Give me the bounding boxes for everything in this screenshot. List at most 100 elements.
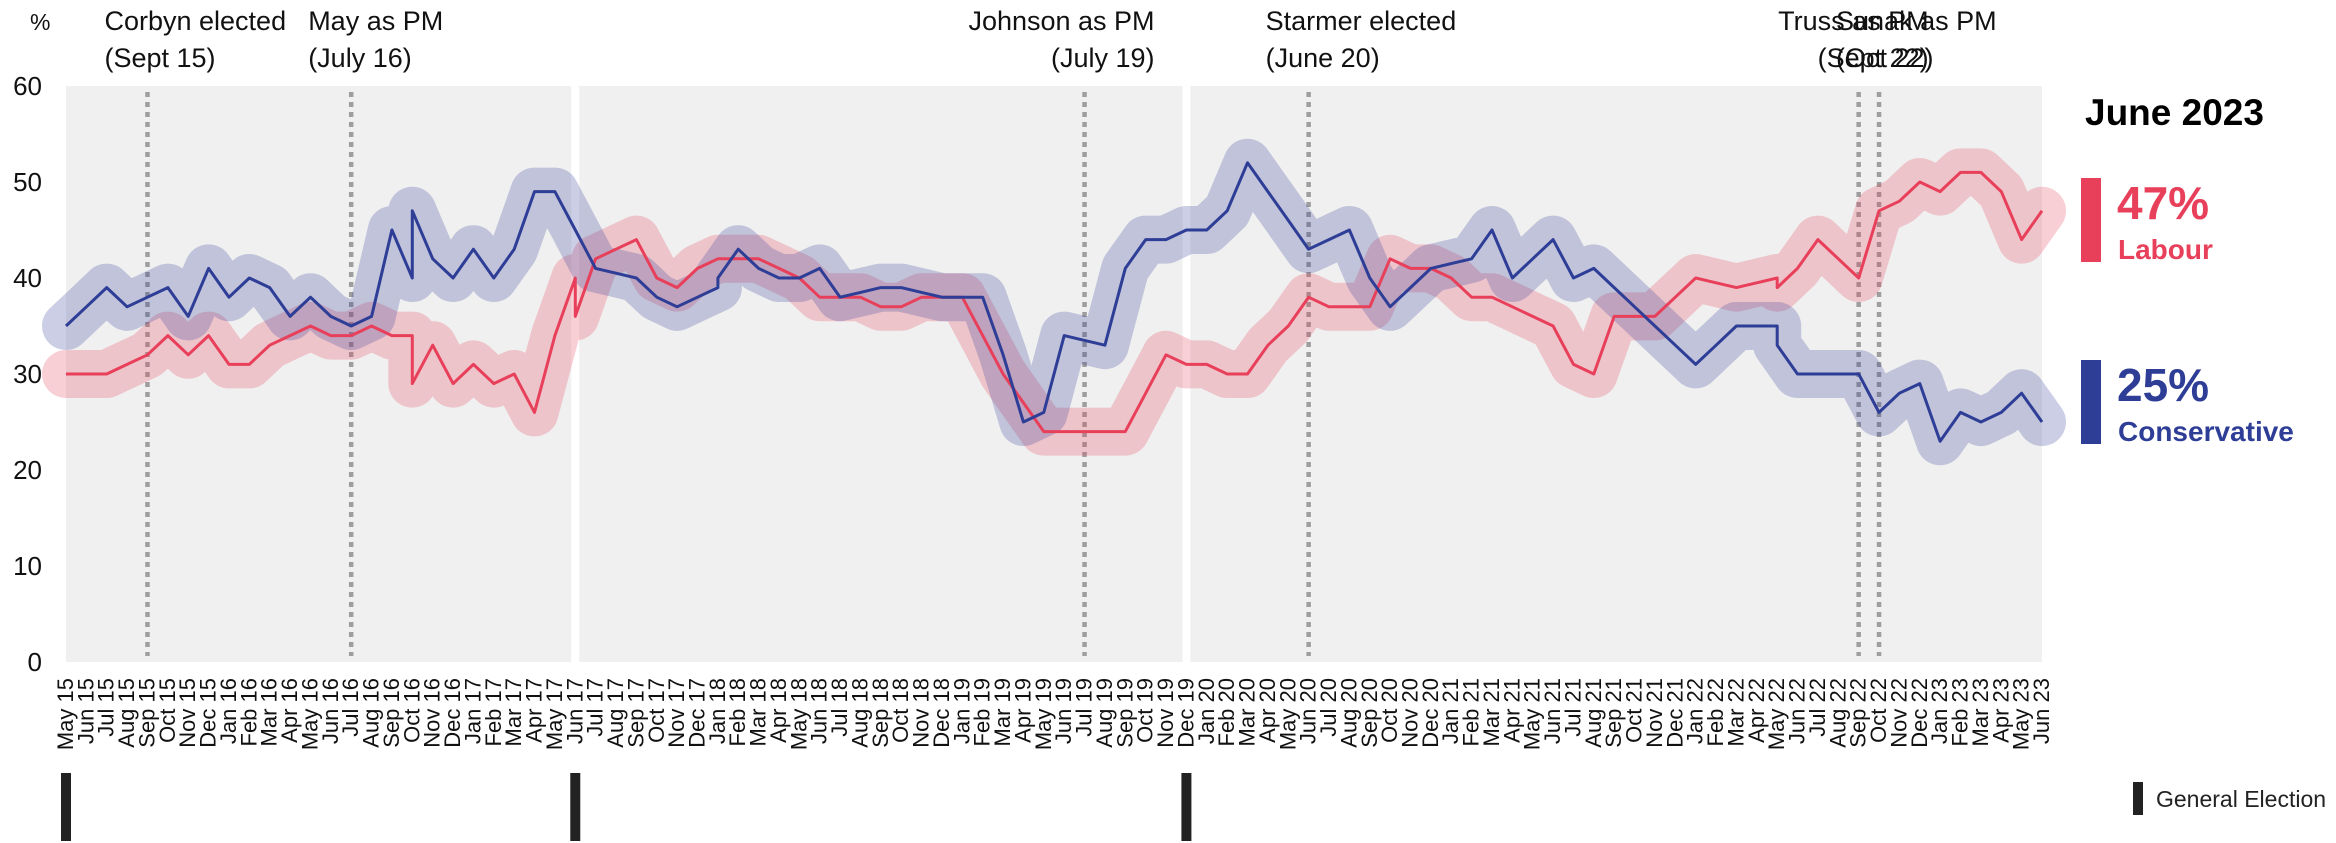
series-line [64,161,2044,443]
x-tick-label: Dec 16 [440,678,465,748]
x-tick-label: Sep 16 [379,678,404,748]
x-tick-label: Oct 22 [1866,678,1891,743]
x-tick-label: Jan 19 [949,678,974,744]
x-tick-label: Sep 21 [1601,678,1626,748]
x-tick-label: Jan 21 [1438,678,1463,744]
x-tick-label: Sep 17 [623,678,648,748]
y-tick-label: 40 [13,263,42,293]
x-tick-label: Sep 15 [135,678,160,748]
labour-label: Labour [2118,234,2213,265]
plot-background [1190,86,2042,662]
x-tick-label: Apr 20 [1255,678,1280,743]
event-label: Johnson as PM [968,6,1154,36]
general-election-legend-swatch [2133,782,2143,815]
x-tick-label: Nov 18 [909,678,934,748]
x-tick-label: Aug 21 [1581,678,1606,748]
labour-color-bar [2081,178,2101,262]
side-panel-title: June 2023 [2085,92,2264,133]
x-tick-label: Feb 20 [1214,678,1239,747]
y-tick-label: 50 [13,167,42,197]
event-date: (Oct 22) [1836,43,1934,73]
series-lines [64,161,2044,443]
x-tick-label: Feb 17 [481,678,506,747]
x-tick-label: Feb 21 [1459,678,1484,747]
y-axis-label: % [30,9,50,35]
x-tick-label: Jan 18 [705,678,730,744]
x-tick-label: Oct 21 [1622,678,1647,743]
x-tick-label: Jul 18 [827,678,852,737]
x-tick-label: Jun 21 [1540,678,1565,744]
x-tick-label: Mar 23 [1968,678,1993,746]
x-tick-label: May 22 [1764,678,1789,750]
x-tick-label: May 20 [1275,678,1300,750]
x-tick-label: May 18 [786,678,811,750]
event-date: (July 19) [1051,43,1155,73]
x-tick-label: Apr 22 [1744,678,1769,743]
y-tick-label: 20 [13,455,42,485]
x-tick-label: Jun 20 [1296,678,1321,744]
x-tick-label: Jul 20 [1316,678,1341,737]
x-tick-label: May 21 [1520,678,1545,750]
x-tick-label: Dec 20 [1418,678,1443,748]
event-label: Starmer elected [1266,6,1457,36]
x-tick-label: Feb 19 [970,678,995,747]
x-tick-label: Dec 22 [1907,678,1932,748]
x-tick-label: Jun 17 [562,678,587,744]
x-tick-label: Nov 15 [175,678,200,748]
x-tick-label: Jan 20 [1194,678,1219,744]
x-tick-label: Feb 16 [236,678,261,747]
x-tick-label: Oct 19 [1133,678,1158,743]
x-tick-label: Jun 22 [1785,678,1810,744]
event-label: Truss as PM [1778,6,1929,36]
general-election-marker [570,773,581,841]
general-election-markers [61,773,1192,841]
x-tick-label: Oct 16 [399,678,424,743]
x-tick-label: Jul 22 [1805,678,1830,737]
conservative-color-bar [2081,360,2101,444]
event-labels: Corbyn elected (Sept 15) May as PM (July 16… [104,6,1996,73]
x-tick-label: Aug 16 [359,678,384,748]
x-tick-label: Jun 16 [318,678,343,744]
x-tick-label: Aug 22 [1825,678,1850,748]
x-tick-label: Feb 22 [1703,678,1728,747]
x-tick-label: Aug 15 [114,678,139,748]
x-tick-label: Apr 23 [1988,678,2013,743]
labour-percentage: 47% [2117,177,2210,229]
x-tick-label: Jan 16 [216,678,241,744]
plot-area [66,86,2042,662]
x-tick-label: May 15 [53,678,78,750]
y-axis: 0 10 20 30 40 50 60% [13,9,50,677]
x-tick-label: Oct 18 [888,678,913,743]
event-date: (June 20) [1266,43,1380,73]
x-tick-label: Apr 19 [1010,678,1035,743]
x-tick-label: Nov 22 [1886,678,1911,748]
general-election-marker [61,773,71,841]
x-tick-label: Apr 21 [1499,678,1524,743]
x-tick-label: Jun 18 [807,678,832,744]
x-tick-label: Aug 19 [1092,678,1117,748]
x-tick-label: Sep 18 [868,678,893,748]
x-tick-label: Dec 21 [1662,678,1687,748]
x-tick-label: Dec 19 [1173,678,1198,748]
series-line [66,170,2044,434]
plot-background [579,86,1183,662]
x-tick-label: Mar 19 [990,678,1015,746]
x-tick-label: Aug 18 [848,678,873,748]
x-tick-label: Mar 16 [257,678,282,746]
event-label: Corbyn elected [104,6,286,36]
x-tick-label: Mar 22 [1723,678,1748,746]
x-tick-label: Sep 20 [1357,678,1382,748]
event-label: May as PM [308,6,443,36]
x-tick-label: Jul 17 [583,678,608,737]
general-election-marker [1181,773,1192,841]
x-tick-label: May 17 [542,678,567,750]
x-tick-label: Mar 20 [1235,678,1260,746]
x-tick-label: Apr 16 [277,678,302,743]
x-tick-label: Aug 20 [1336,678,1361,748]
x-tick-label: Jan 17 [460,678,485,744]
event-date: (July 16) [308,43,412,73]
x-tick-label: Dec 15 [196,678,221,748]
x-tick-label: Oct 20 [1377,678,1402,743]
